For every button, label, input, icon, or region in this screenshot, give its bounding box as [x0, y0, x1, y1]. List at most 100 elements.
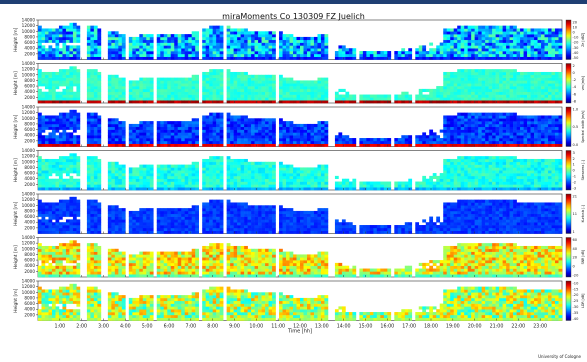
data-cell [293, 184, 297, 188]
data-cell [548, 140, 552, 144]
data-cell [530, 86, 535, 90]
data-cell [142, 80, 147, 84]
data-cell [177, 132, 182, 136]
data-cell [558, 143, 563, 147]
data-cell [121, 129, 126, 133]
data-cell [282, 135, 287, 139]
data-cell [188, 86, 192, 90]
data-cell [492, 91, 496, 95]
data-cell [467, 36, 472, 41]
data-cell [58, 115, 63, 119]
data-cell [195, 74, 199, 78]
data-cell [163, 51, 168, 55]
data-cell [146, 129, 151, 133]
data-cell [474, 34, 479, 38]
data-cell [429, 175, 434, 180]
data-cell [188, 36, 192, 41]
data-cell [534, 170, 538, 174]
data-cell [188, 39, 192, 43]
data-cell [534, 94, 538, 98]
data-cell [216, 123, 220, 128]
data-cell [240, 31, 245, 35]
data-cell [558, 56, 563, 60]
data-cell [139, 100, 144, 104]
data-cell [450, 170, 454, 174]
data-cell [513, 184, 517, 188]
data-cell [429, 178, 434, 182]
data-cell [216, 118, 220, 122]
data-cell [408, 100, 413, 104]
data-cell [499, 184, 503, 188]
data-cell [167, 126, 172, 130]
data-cell [209, 140, 213, 144]
data-cell [38, 34, 42, 38]
data-cell [247, 97, 252, 101]
data-cell [471, 48, 475, 52]
data-cell [48, 77, 53, 81]
data-cell [181, 126, 186, 130]
data-cell [492, 53, 496, 57]
data-cell [226, 121, 231, 125]
data-cell [516, 173, 521, 177]
data-cell [244, 97, 248, 101]
data-cell [156, 42, 161, 46]
data-cell [352, 51, 357, 55]
data-cell [191, 184, 196, 188]
data-cell [516, 97, 521, 101]
data-cell [446, 31, 451, 35]
data-cell [317, 140, 322, 144]
data-cell [317, 121, 322, 125]
data-cell [443, 132, 448, 136]
data-cell [107, 178, 112, 182]
data-cell [286, 39, 290, 43]
data-cell [352, 138, 357, 142]
data-cell [97, 34, 102, 38]
data-cell [320, 83, 325, 87]
data-cell [62, 100, 67, 104]
data-cell [69, 45, 74, 49]
data-cell [41, 175, 46, 180]
data-cell [251, 34, 255, 38]
data-cell [139, 164, 144, 168]
data-cell [174, 132, 179, 136]
data-cell [240, 88, 245, 93]
data-cell [174, 36, 179, 41]
data-cell [499, 77, 503, 81]
data-cell [237, 86, 241, 90]
data-cell [188, 143, 192, 147]
data-cell [450, 88, 454, 93]
data-cell [520, 36, 524, 41]
data-cell [313, 94, 318, 98]
data-cell [118, 126, 123, 130]
data-cell [156, 91, 161, 95]
data-cell [121, 39, 126, 43]
data-cell [513, 164, 517, 168]
data-cell [62, 178, 67, 182]
data-cell [55, 71, 60, 76]
data-cell [555, 121, 559, 125]
data-cell [401, 187, 406, 191]
data-cell [41, 48, 46, 52]
data-cell [436, 140, 441, 144]
data-cell [478, 97, 482, 101]
data-cell [226, 88, 231, 93]
data-cell [467, 173, 472, 177]
data-cell [72, 135, 77, 139]
data-cell [523, 36, 528, 41]
data-cell [338, 48, 343, 52]
data-cell [488, 156, 493, 160]
data-cell [97, 80, 102, 84]
data-cell [443, 34, 448, 38]
data-cell [366, 56, 371, 60]
data-cell [495, 118, 500, 122]
y-tick-label: 2000 [24, 95, 35, 100]
data-cell [254, 88, 259, 93]
data-cell [128, 91, 133, 95]
data-cell [541, 138, 545, 142]
data-cell [488, 51, 493, 55]
data-cell [502, 184, 507, 188]
data-cell [97, 91, 102, 95]
data-cell [544, 91, 549, 95]
data-cell [485, 118, 489, 122]
